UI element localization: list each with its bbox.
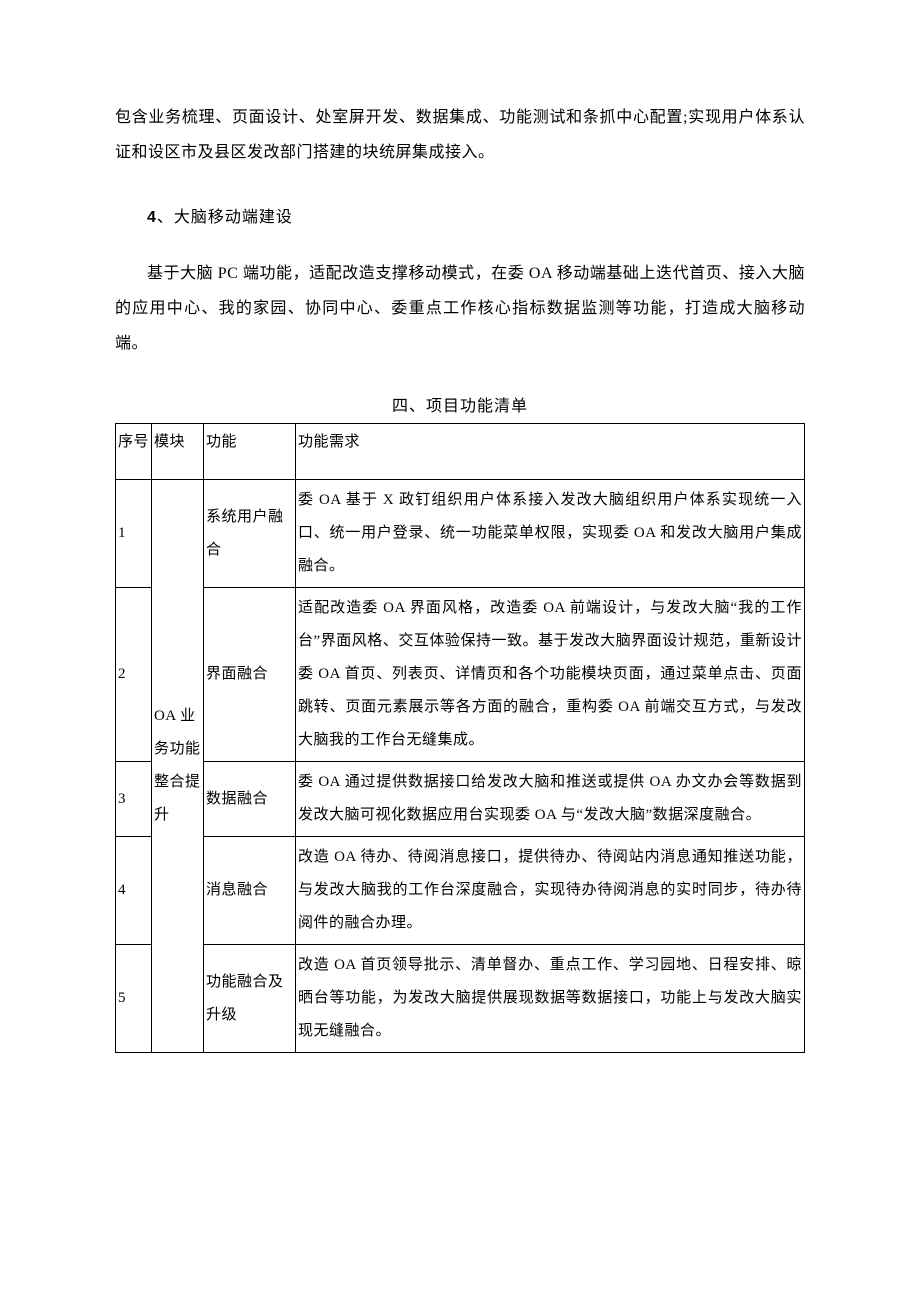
cell-desc: 改造 OA 首页领导批示、清单督办、重点工作、学习园地、日程安排、晾晒台等功能，…: [296, 945, 805, 1053]
header-func: 功能: [204, 424, 296, 480]
table-row: 2 界面融合 适配改造委 OA 界面风格，改造委 OA 前端设计，与发改大脑“我…: [116, 588, 805, 762]
cell-func: 系统用户融合: [204, 480, 296, 588]
intro-paragraph: 包含业务梳理、页面设计、处室屏开发、数据集成、功能测试和条抓中心配置;实现用户体…: [115, 100, 805, 170]
heading-sep: 、: [157, 209, 174, 226]
cell-desc: 委 OA 通过提供数据接口给发改大脑和推送或提供 OA 办文办会等数据到发改大脑…: [296, 762, 805, 837]
table-row: 5 功能融合及升级 改造 OA 首页领导批示、清单督办、重点工作、学习园地、日程…: [116, 945, 805, 1053]
table-header-row: 序号 模块 功能 功能需求: [116, 424, 805, 480]
cell-seq: 5: [116, 945, 152, 1053]
header-module: 模块: [152, 424, 204, 480]
cell-func: 界面融合: [204, 588, 296, 762]
table-row: 3 数据融合 委 OA 通过提供数据接口给发改大脑和推送或提供 OA 办文办会等…: [116, 762, 805, 837]
table-row: 4 消息融合 改造 OA 待办、待阅消息接口，提供待办、待阅站内消息通知推送功能…: [116, 837, 805, 945]
header-seq: 序号: [116, 424, 152, 480]
section-title: 四、项目功能清单: [115, 391, 805, 423]
cell-func: 消息融合: [204, 837, 296, 945]
cell-func: 功能融合及升级: [204, 945, 296, 1053]
cell-seq: 3: [116, 762, 152, 837]
cell-desc: 改造 OA 待办、待阅消息接口，提供待办、待阅站内消息通知推送功能，与发改大脑我…: [296, 837, 805, 945]
cell-seq: 2: [116, 588, 152, 762]
heading-title: 大脑移动端建设: [174, 209, 293, 226]
cell-seq: 1: [116, 480, 152, 588]
heading-number: 4: [147, 209, 157, 226]
heading-4: 4、大脑移动端建设: [115, 200, 805, 235]
table-row: 1 OA 业务功能整合提升 系统用户融合 委 OA 基于 X 政钉组织用户体系接…: [116, 480, 805, 588]
header-desc: 功能需求: [296, 424, 805, 480]
cell-desc: 委 OA 基于 X 政钉组织用户体系接入发改大脑组织用户体系实现统一入口、统一用…: [296, 480, 805, 588]
cell-func: 数据融合: [204, 762, 296, 837]
cell-seq: 4: [116, 837, 152, 945]
cell-desc: 适配改造委 OA 界面风格，改造委 OA 前端设计，与发改大脑“我的工作台”界面…: [296, 588, 805, 762]
cell-module-merged: OA 业务功能整合提升: [152, 480, 204, 1053]
paragraph-4: 基于大脑 PC 端功能，适配改造支撑移动模式，在委 OA 移动端基础上迭代首页、…: [115, 256, 805, 362]
document-page: 包含业务梳理、页面设计、处室屏开发、数据集成、功能测试和条抓中心配置;实现用户体…: [115, 100, 805, 1053]
feature-table: 序号 模块 功能 功能需求 1 OA 业务功能整合提升 系统用户融合 委 OA …: [115, 423, 805, 1053]
